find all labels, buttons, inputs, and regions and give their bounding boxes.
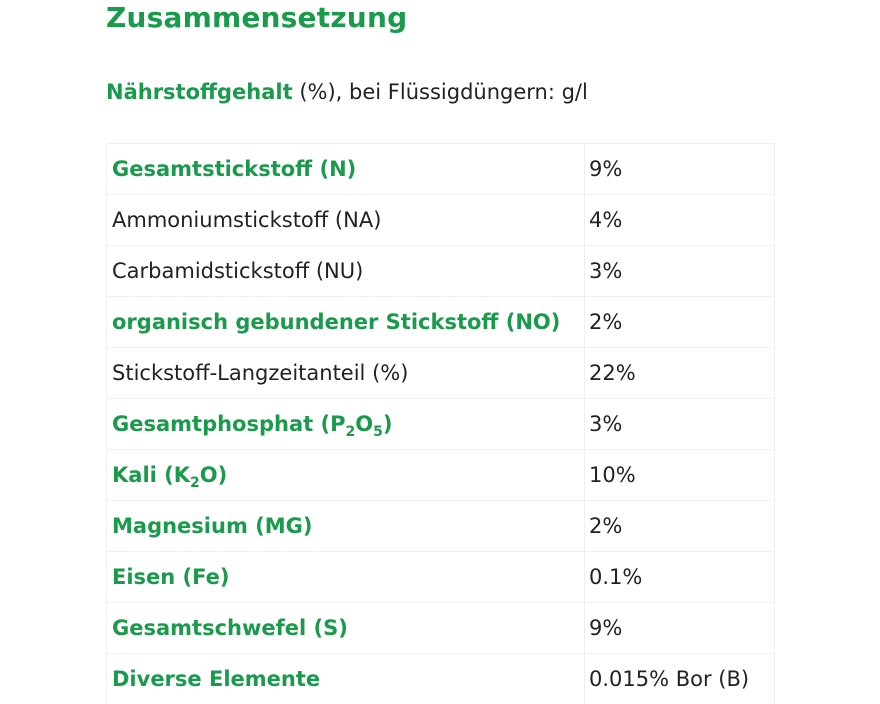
table-row: Gesamtschwefel (S) 9% [106,602,775,654]
nutrient-name: Diverse Elemente [106,653,585,704]
nutrient-value: 4% [584,194,775,246]
nutrient-value: 22% [584,347,775,399]
intro-text: (%), bei Flüssigdüngern: g/l [292,80,588,104]
table-row: organisch gebundener Stickstoff (NO) 2% [106,296,775,348]
name-part: O [355,412,374,436]
table-row: Gesamtstickstoff (N) 9% [106,143,775,195]
name-part: O) [199,463,228,487]
name-part: Kali (K [112,463,191,487]
nutrient-name: organisch gebundener Stickstoff (NO) [106,296,585,348]
nutrient-name: Carbamidstickstoff (NU) [106,245,585,297]
table-row: Magnesium (MG) 2% [106,500,775,552]
table-row: Diverse Elemente 0.015% Bor (B) [106,653,775,704]
table-row: Ammoniumstickstoff (NA) 4% [106,194,775,246]
subscript: 2 [345,424,356,440]
nutrient-value: 3% [584,398,775,450]
subscript: 5 [373,424,383,440]
nutrient-name: Eisen (Fe) [106,551,585,603]
nutrient-name: Stickstoff-Langzeitanteil (%) [106,347,585,399]
nutrient-value: 10% [584,449,775,501]
nutrient-name: Gesamtstickstoff (N) [106,143,585,195]
nutrient-name: Gesamtschwefel (S) [106,602,585,654]
intro-line: Nährstoffgehalt (%), bei Flüssigdüngern:… [106,78,588,106]
nutrient-value: 3% [584,245,775,297]
name-part: Gesamtphosphat (P [112,412,346,436]
intro-label: Nährstoffgehalt [106,80,293,104]
nutrient-value: 9% [584,602,775,654]
nutrient-value: 0.015% Bor (B) [584,653,775,704]
nutrient-value: 9% [584,143,775,195]
table-row: Eisen (Fe) 0.1% [106,551,775,603]
nutrient-name: Gesamtphosphat (P2O5) [106,398,585,450]
nutrient-value: 2% [584,500,775,552]
nutrient-value: 0.1% [584,551,775,603]
nutrient-name: Kali (K2O) [106,449,585,501]
table-row: Carbamidstickstoff (NU) 3% [106,245,775,297]
nutrient-value: 2% [584,296,775,348]
nutrient-table: Gesamtstickstoff (N) 9% Ammoniumsticksto… [106,143,775,704]
nutrient-name: Ammoniumstickstoff (NA) [106,194,585,246]
table-row: Kali (K2O) 10% [106,449,775,501]
page-title: Zusammensetzung [106,1,408,34]
subscript: 2 [190,475,200,491]
table-row: Stickstoff-Langzeitanteil (%) 22% [106,347,775,399]
name-part: ) [382,412,393,436]
nutrient-name: Magnesium (MG) [106,500,585,552]
table-row: Gesamtphosphat (P2O5) 3% [106,398,775,450]
